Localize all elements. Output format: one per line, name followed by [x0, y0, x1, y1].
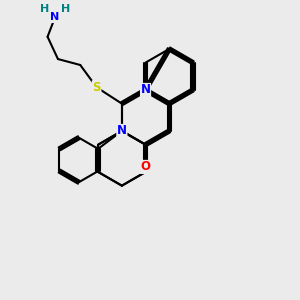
Text: S: S: [92, 81, 101, 94]
Text: N: N: [140, 83, 151, 97]
Text: H: H: [61, 4, 70, 14]
Text: N: N: [117, 124, 127, 137]
Text: O: O: [140, 160, 151, 173]
Text: H: H: [40, 4, 49, 14]
Text: N: N: [50, 12, 60, 22]
